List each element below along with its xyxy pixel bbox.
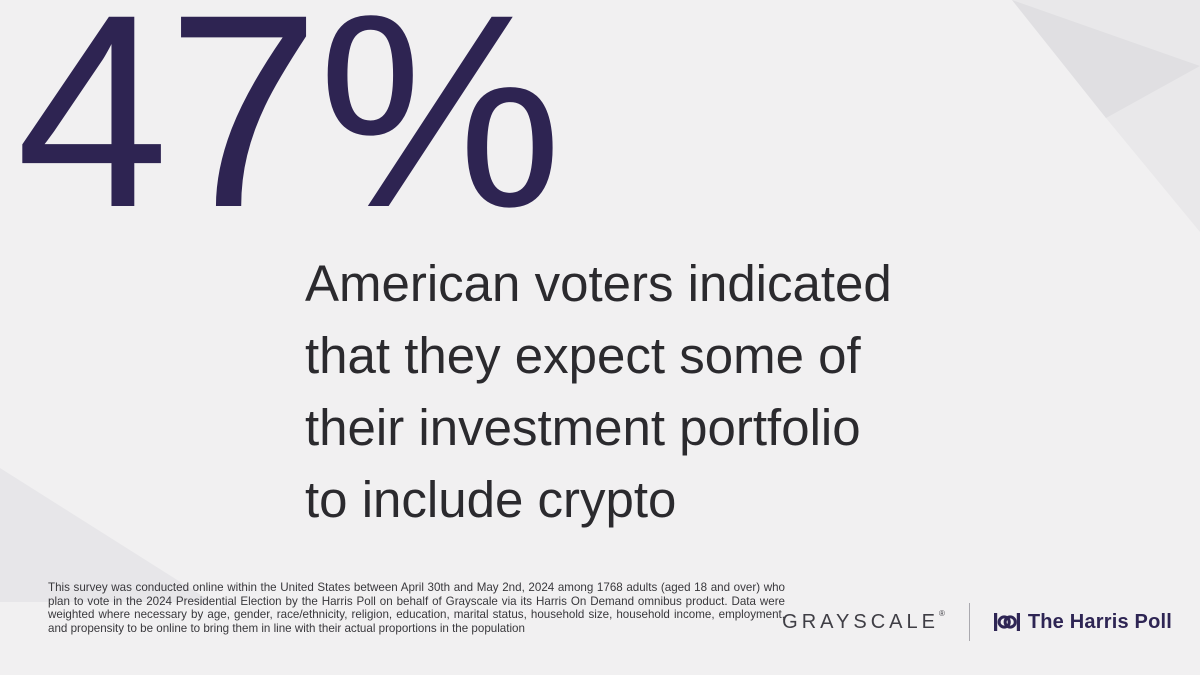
decor-triangle-top-right (1012, 0, 1200, 232)
logo-divider (968, 603, 970, 641)
registered-trademark-symbol: ® (938, 608, 945, 618)
headline-text: American voters indicated that they expe… (305, 255, 892, 528)
disclaimer-text: This survey was conducted online within … (48, 581, 785, 635)
harris-poll-logo-text: The Harris Poll (1027, 610, 1172, 633)
decor-triangle-top-right-fold (1012, 0, 1200, 118)
harris-poll-logo: The Harris Poll (993, 610, 1172, 634)
harris-poll-logo-icon (993, 610, 1020, 634)
grayscale-logo: GRAYSCALE ® (782, 608, 945, 634)
stat-value: 47% (16, 0, 562, 265)
grayscale-logo-text: GRAYSCALE (782, 610, 939, 633)
footer-logos: GRAYSCALE ® The Harris Poll (782, 603, 1172, 641)
